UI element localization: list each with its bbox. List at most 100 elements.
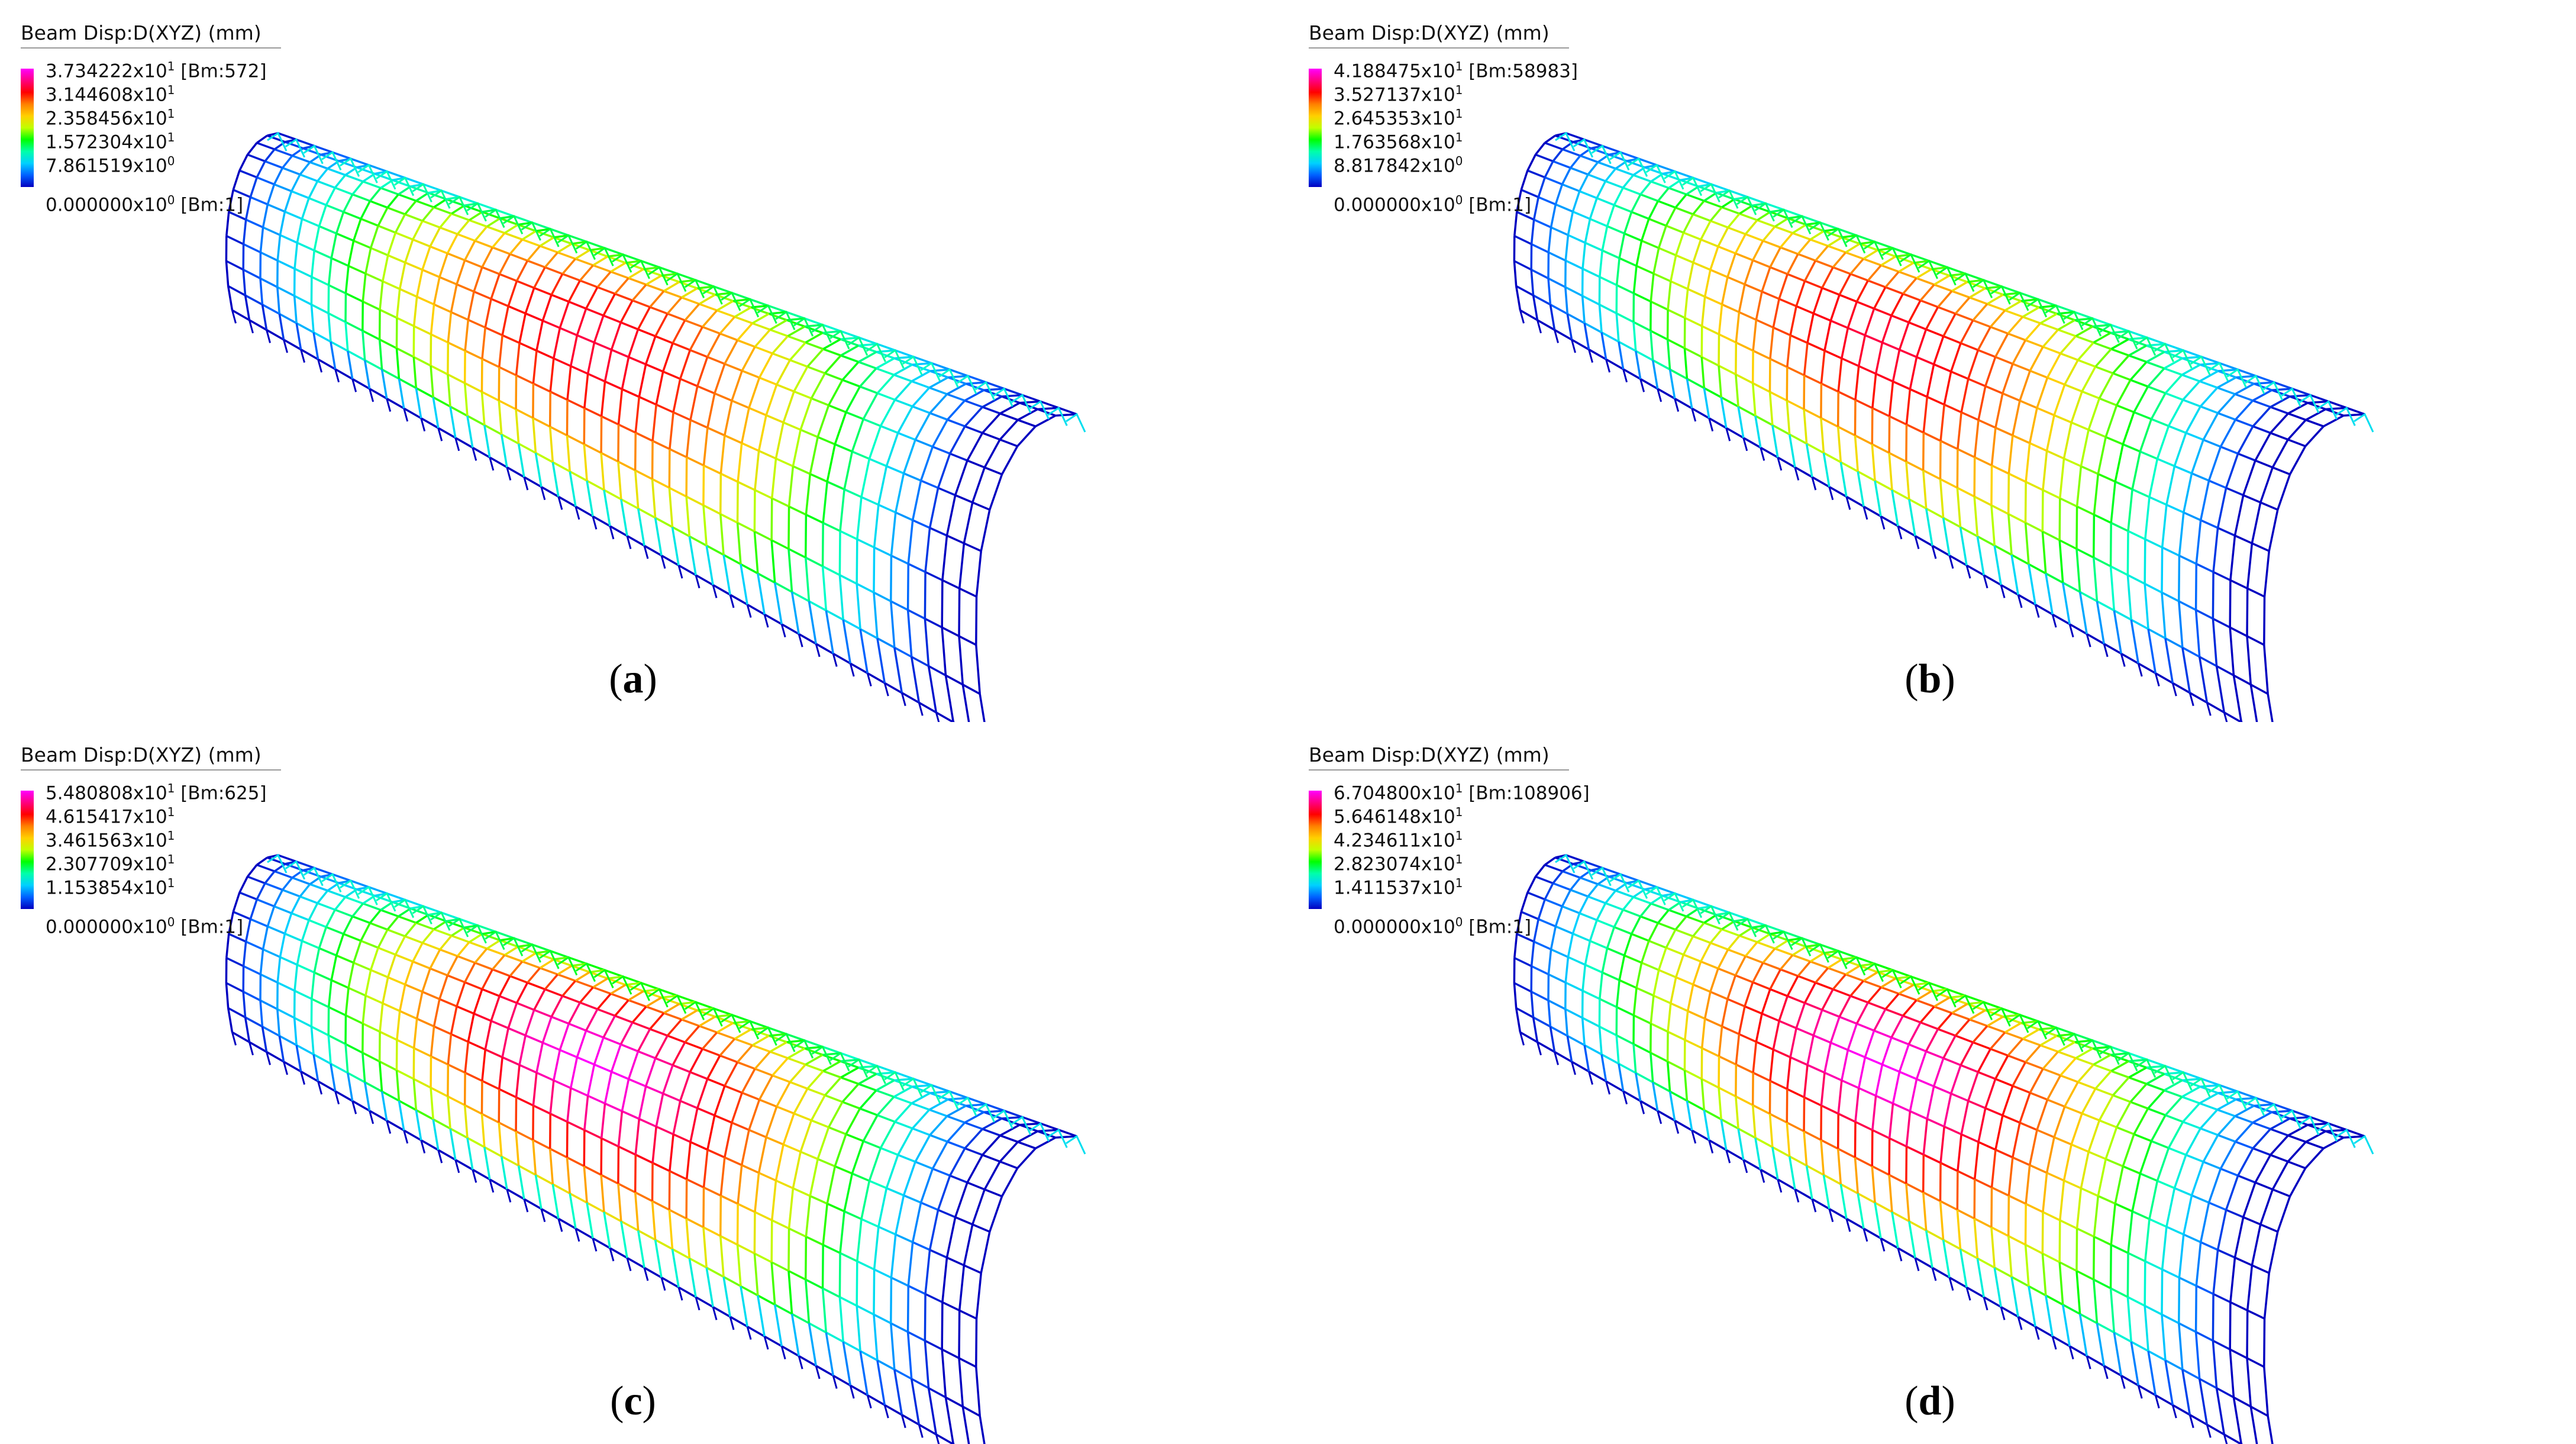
mesh-beam-longitudinal [898,1153,916,1163]
mesh-beam-arch [1520,170,1529,191]
mesh-beam-longitudinal [334,1090,353,1102]
mesh-beam-longitudinal [1519,309,1538,321]
mesh-beam-arch [958,636,964,685]
mesh-beam-longitudinal [1037,1130,1056,1139]
mesh-beam-longitudinal [318,225,337,235]
mesh-beam-longitudinal [2022,1037,2041,1046]
mesh-beam-longitudinal [1939,1200,1958,1211]
mesh-beam-arch [2178,1234,2185,1278]
mesh-beam-arch [344,1044,349,1074]
legend-value: 4.234611x101 [1334,829,1463,852]
mesh-beam-longitudinal [2164,343,2184,352]
mesh-beam-longitudinal [661,1277,679,1288]
mesh-beam-longitudinal [672,342,690,352]
mesh-beam-longitudinal [2272,466,2291,476]
mesh-beam-longitudinal [1889,415,1907,426]
mesh-beam-longitudinal [486,225,505,234]
mesh-beam-arch [1786,1122,1791,1157]
mesh-beam-longitudinal [2168,425,2187,434]
mesh-beam-arch [2181,363,2201,376]
mesh-beam-longitudinal [649,1028,668,1037]
mesh-beam-arch [259,1000,264,1027]
mesh-beam-longitudinal [260,251,278,262]
support-leg [643,545,649,559]
mesh-beam-arch [1994,1115,2004,1150]
mesh-beam-longitudinal [437,427,456,439]
panel-b: Beam Disp:D(XYZ) (mm) 4.188475x101 [Bm:5… [1288,0,2576,722]
mesh-beam-arch [876,638,886,684]
mesh-beam-arch [669,412,674,450]
mesh-beam-arch [662,1065,674,1094]
mesh-beam-arch [2007,435,2014,474]
mesh-beam-arch [1640,218,1650,241]
mesh-beam-arch [2029,346,2044,372]
mesh-beam-longitudinal [2200,519,2219,529]
mesh-beam-arch [1613,187,1624,206]
mesh-beam-arch [2199,1108,2219,1129]
mesh-beam-longitudinal [911,380,930,389]
mesh-beam-longitudinal [713,1007,732,1016]
mesh-beam-arch [548,1148,554,1185]
mesh-beam-longitudinal [380,908,399,918]
mesh-beam-longitudinal [2146,1066,2165,1075]
mesh-beam-arch [343,194,354,212]
mesh-beam-arch [906,1332,913,1379]
mesh-beam-arch [1700,220,1712,240]
mesh-beam-longitudinal [677,994,696,1003]
mesh-beam-longitudinal [1991,1186,2010,1197]
mesh-beam-arch [1778,273,1789,299]
mesh-beam-arch [614,277,630,295]
mesh-beam-longitudinal [2004,1031,2023,1040]
mesh-beam-longitudinal [767,304,787,313]
mesh-beam-arch [1682,936,1694,955]
mesh-beam-longitudinal [2164,1089,2183,1098]
mesh-beam-longitudinal [667,1034,686,1043]
mesh-beam-longitudinal [1832,266,1851,275]
mesh-beam-arch [2217,368,2238,372]
mesh-beam-arch [877,1188,888,1227]
mesh-beam-arch [603,489,611,527]
mesh-beam-arch [1615,980,1621,1007]
mesh-beam-longitudinal [447,373,466,384]
mesh-beam-longitudinal [279,234,298,244]
edge-strut [521,943,541,963]
mesh-beam-arch [2277,1195,2291,1232]
mesh-beam-longitudinal [2220,1168,2239,1177]
mesh-beam-arch [1857,335,1867,366]
mesh-beam-longitudinal [731,292,751,301]
mesh-beam-arch [421,246,431,270]
mesh-beam-arch [1613,909,1624,928]
mesh-beam-longitudinal [1778,1020,1797,1029]
mesh-beam-arch [1990,465,1993,505]
mesh-beam-longitudinal [450,1127,468,1139]
support-leg [1691,1130,1697,1144]
mesh-beam-arch [446,955,459,976]
mesh-beam-arch [924,1340,930,1388]
mesh-beam-longitudinal [433,1025,452,1036]
mesh-beam-longitudinal [1752,259,1771,269]
mesh-beam-longitudinal [260,277,278,288]
edge-strut [811,1045,832,1065]
mesh-beam-longitudinal [388,976,406,986]
mesh-beam-arch [404,200,417,215]
edge-strut [267,853,288,874]
mesh-beam-longitudinal [226,957,244,968]
mesh-beam-longitudinal [2059,497,2078,508]
mesh-beam-longitudinal [2055,1026,2075,1035]
mesh-beam-arch [989,1195,1003,1232]
mesh-beam-longitudinal [1684,1039,1703,1049]
mesh-beam-longitudinal [403,1129,422,1142]
mesh-beam-arch [1596,180,1607,199]
mesh-beam-longitudinal [387,207,406,215]
mesh-beam-longitudinal [1983,279,2002,288]
mesh-beam-longitudinal [2071,1143,2089,1153]
legend-value: 4.188475x101 [Bm:58983] [1334,59,1578,82]
mesh-beam-longitudinal [1949,555,1967,566]
mesh-beam-arch [644,336,657,365]
mesh-beam-longitudinal [284,211,303,220]
mesh-beam-longitudinal [2008,472,2026,483]
mesh-beam-longitudinal [535,230,554,238]
mesh-beam-arch [447,312,453,343]
mesh-beam-arch [2012,1061,2027,1087]
mesh-beam-longitudinal [1742,437,1761,449]
